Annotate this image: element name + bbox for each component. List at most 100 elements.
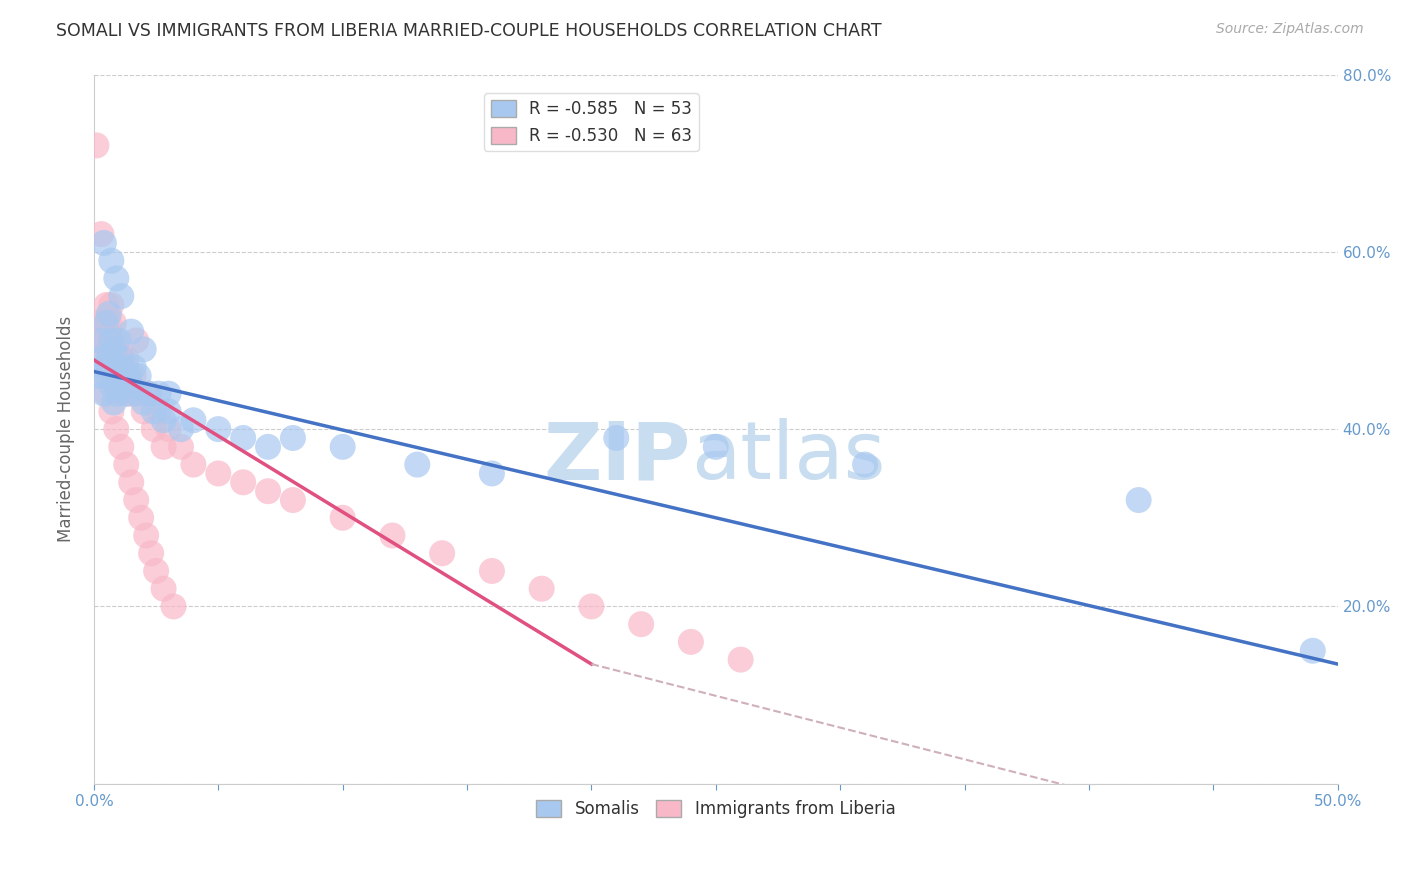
Point bbox=[90, 368, 112, 383]
Point bbox=[132, 343, 155, 357]
Point bbox=[132, 404, 155, 418]
Point bbox=[122, 368, 145, 383]
Point bbox=[170, 440, 193, 454]
Point bbox=[110, 351, 132, 366]
Point bbox=[96, 368, 118, 383]
Point bbox=[129, 510, 152, 524]
Point bbox=[97, 351, 120, 366]
Point bbox=[93, 351, 115, 366]
Text: Source: ZipAtlas.com: Source: ZipAtlas.com bbox=[1216, 22, 1364, 37]
Point bbox=[120, 475, 142, 490]
Point bbox=[97, 307, 120, 321]
Text: SOMALI VS IMMIGRANTS FROM LIBERIA MARRIED-COUPLE HOUSEHOLDS CORRELATION CHART: SOMALI VS IMMIGRANTS FROM LIBERIA MARRIE… bbox=[56, 22, 882, 40]
Point bbox=[96, 386, 118, 401]
Point bbox=[132, 395, 155, 409]
Point bbox=[162, 599, 184, 614]
Point bbox=[112, 377, 135, 392]
Point bbox=[97, 351, 120, 366]
Point bbox=[118, 368, 141, 383]
Point bbox=[100, 298, 122, 312]
Point bbox=[90, 351, 112, 366]
Point bbox=[90, 334, 112, 348]
Point bbox=[125, 334, 148, 348]
Point bbox=[142, 422, 165, 436]
Point bbox=[110, 351, 132, 366]
Point bbox=[183, 413, 205, 427]
Y-axis label: Married-couple Households: Married-couple Households bbox=[58, 316, 75, 542]
Point bbox=[107, 368, 129, 383]
Point bbox=[110, 440, 132, 454]
Point bbox=[152, 582, 174, 596]
Point bbox=[103, 343, 125, 357]
Point bbox=[115, 351, 138, 366]
Point bbox=[90, 227, 112, 241]
Point bbox=[481, 467, 503, 481]
Point bbox=[730, 652, 752, 666]
Point bbox=[257, 440, 280, 454]
Point bbox=[138, 386, 160, 401]
Point bbox=[128, 386, 150, 401]
Point bbox=[120, 386, 142, 401]
Point bbox=[148, 404, 170, 418]
Point bbox=[170, 422, 193, 436]
Point bbox=[93, 235, 115, 250]
Point bbox=[100, 377, 122, 392]
Point bbox=[120, 325, 142, 339]
Point bbox=[1128, 493, 1150, 508]
Point bbox=[107, 334, 129, 348]
Point bbox=[281, 431, 304, 445]
Point bbox=[118, 368, 141, 383]
Point bbox=[112, 368, 135, 383]
Point bbox=[115, 386, 138, 401]
Point bbox=[135, 528, 157, 542]
Point bbox=[107, 351, 129, 366]
Point bbox=[332, 510, 354, 524]
Point bbox=[128, 368, 150, 383]
Text: atlas: atlas bbox=[690, 418, 886, 497]
Point bbox=[107, 386, 129, 401]
Point bbox=[232, 475, 254, 490]
Point bbox=[125, 386, 148, 401]
Point bbox=[152, 413, 174, 427]
Point bbox=[93, 360, 115, 375]
Point bbox=[232, 431, 254, 445]
Point bbox=[115, 386, 138, 401]
Point bbox=[207, 422, 229, 436]
Point bbox=[110, 289, 132, 303]
Point bbox=[406, 458, 429, 472]
Point bbox=[86, 138, 108, 153]
Point bbox=[115, 360, 138, 375]
Point bbox=[105, 360, 128, 375]
Point bbox=[105, 271, 128, 285]
Point bbox=[152, 440, 174, 454]
Point bbox=[103, 368, 125, 383]
Point bbox=[1302, 644, 1324, 658]
Point bbox=[157, 386, 180, 401]
Point bbox=[96, 334, 118, 348]
Point bbox=[87, 316, 110, 330]
Point bbox=[679, 635, 702, 649]
Point bbox=[90, 334, 112, 348]
Point bbox=[96, 298, 118, 312]
Point bbox=[100, 253, 122, 268]
Point bbox=[430, 546, 453, 560]
Legend: Somalis, Immigrants from Liberia: Somalis, Immigrants from Liberia bbox=[530, 794, 903, 825]
Point bbox=[530, 582, 553, 596]
Point bbox=[281, 493, 304, 508]
Text: ZIP: ZIP bbox=[544, 418, 690, 497]
Point bbox=[105, 334, 128, 348]
Point bbox=[157, 422, 180, 436]
Point bbox=[105, 368, 128, 383]
Point bbox=[87, 368, 110, 383]
Point bbox=[142, 404, 165, 418]
Point bbox=[139, 546, 162, 560]
Point bbox=[103, 316, 125, 330]
Point bbox=[148, 386, 170, 401]
Point bbox=[96, 316, 118, 330]
Point bbox=[381, 528, 404, 542]
Point bbox=[704, 440, 727, 454]
Point bbox=[853, 458, 876, 472]
Point bbox=[207, 467, 229, 481]
Point bbox=[125, 493, 148, 508]
Point bbox=[93, 386, 115, 401]
